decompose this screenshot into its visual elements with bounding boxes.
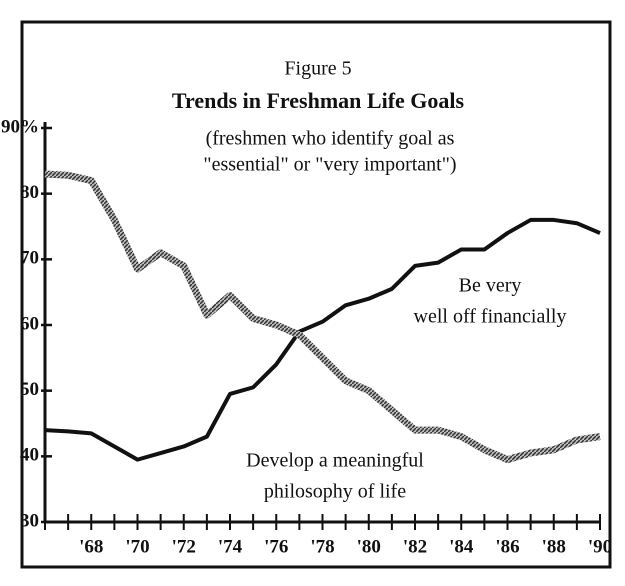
frame bbox=[20, 20, 612, 569]
annotation: (freshmen who identify goal as bbox=[206, 128, 455, 150]
x-tick-label: '84 bbox=[449, 536, 474, 557]
x-tick-label: '70 bbox=[125, 536, 149, 557]
series-line bbox=[44, 217, 601, 462]
annotation: "essential" or "very important") bbox=[203, 154, 456, 176]
x-tick-label: '82 bbox=[403, 536, 427, 557]
y-tick-label: 40 bbox=[20, 445, 39, 466]
x-tick-label: '68 bbox=[79, 536, 103, 557]
x-tick-label: '76 bbox=[264, 536, 288, 557]
y-tick-label: 30 bbox=[20, 510, 39, 531]
x-tick-label: '86 bbox=[495, 536, 519, 557]
y-tick-label: 50 bbox=[20, 379, 39, 400]
x-tick-label: '80 bbox=[357, 536, 381, 557]
chart-title: Figure 5 bbox=[284, 58, 351, 80]
y-tick-label: 60 bbox=[20, 313, 39, 334]
series-label: well off financially bbox=[414, 306, 567, 328]
chart-subtitle: Trends in Freshman Life Goals bbox=[172, 88, 465, 113]
series-label: Develop a meaningful bbox=[246, 450, 424, 472]
x-tick-label: '88 bbox=[542, 536, 566, 557]
x-tick-label: '90 bbox=[588, 536, 612, 557]
x-tick-label: '72 bbox=[172, 536, 196, 557]
y-tick-label: 80 bbox=[20, 182, 39, 203]
series-label: philosophy of life bbox=[264, 481, 406, 503]
series-line bbox=[44, 170, 601, 464]
y-tick-label: 70 bbox=[20, 248, 39, 269]
y-tick-label: 90% bbox=[1, 116, 39, 137]
series-label: Be very bbox=[459, 275, 522, 297]
x-tick-label: '74 bbox=[218, 536, 243, 557]
x-tick-label: '78 bbox=[310, 536, 334, 557]
